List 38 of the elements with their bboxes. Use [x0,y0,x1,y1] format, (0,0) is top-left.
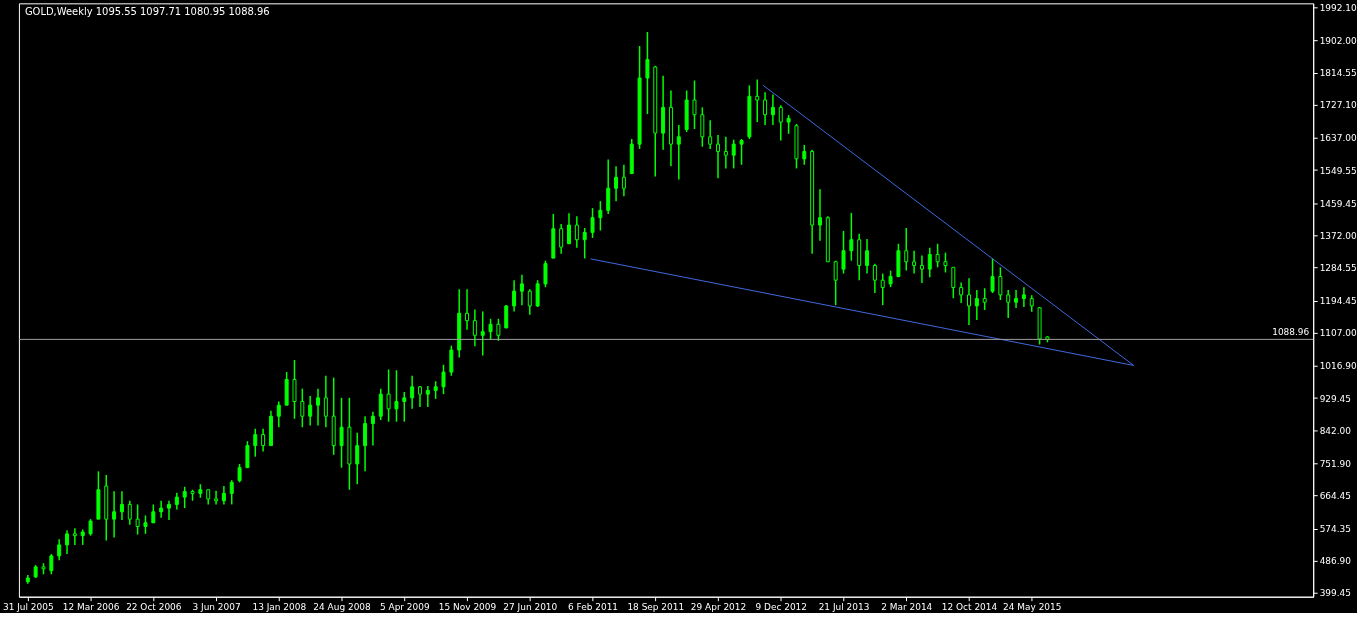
y-tick-label: 1814.55 [1319,68,1357,79]
x-tick-label: 24 May 2015 [1003,602,1062,613]
x-tick-label: 31 Jul 2005 [2,602,54,613]
x-tick-label: 13 Jan 2008 [252,602,307,613]
x-tick-label: 29 Apr 2012 [690,602,747,613]
y-tick-label: 1194.45 [1319,296,1357,307]
x-tick-label: 27 Jun 2010 [503,602,558,613]
y-tick-label: 751.90 [1319,458,1352,469]
x-tick-label: 15 Nov 2009 [438,602,497,613]
y-tick-label: 399.45 [1319,588,1351,599]
y-tick-label: 1637.00 [1319,133,1357,144]
y-tick-label: 1016.90 [1319,361,1357,372]
x-tick-label: 3 Jun 2007 [192,602,241,613]
chart-title: GOLD,Weekly 1095.55 1097.71 1080.95 1088.96 [24,6,270,18]
y-tick-label: 842.00 [1319,425,1352,436]
y-tick-label: 486.90 [1319,556,1352,567]
y-tick-label: 1902.00 [1319,35,1357,46]
x-tick-label: 24 Aug 2008 [313,602,372,613]
x-tick-label: 21 Jul 2013 [818,602,870,613]
y-tick-label: 574.35 [1319,524,1351,535]
x-tick-label: 6 Feb 2011 [568,602,619,613]
x-tick-label: 12 Mar 2006 [62,602,120,613]
y-tick-label: 1727.10 [1319,100,1357,111]
y-tick-label: 929.45 [1319,393,1351,404]
y-tick-label: 1549.55 [1319,165,1357,176]
x-tick-label: 22 Oct 2006 [126,602,182,613]
y-tick-label: 1372.00 [1319,230,1357,241]
y-tick-label: 1107.00 [1319,328,1357,339]
x-tick-label: 18 Sep 2011 [627,602,685,613]
y-tick-label: 1992.10 [1319,2,1357,13]
y-tick-label: 664.45 [1319,490,1351,501]
x-tick-label: 9 Dec 2012 [755,602,808,613]
x-tick-label: 12 Oct 2014 [941,602,998,613]
x-tick-label: 5 Apr 2009 [379,602,430,613]
ref-line-label: 1088.96 [1272,327,1310,338]
y-tick-label: 1284.55 [1319,262,1357,273]
y-tick-label: 1459.45 [1319,198,1357,209]
x-tick-label: 2 Mar 2014 [881,602,933,613]
